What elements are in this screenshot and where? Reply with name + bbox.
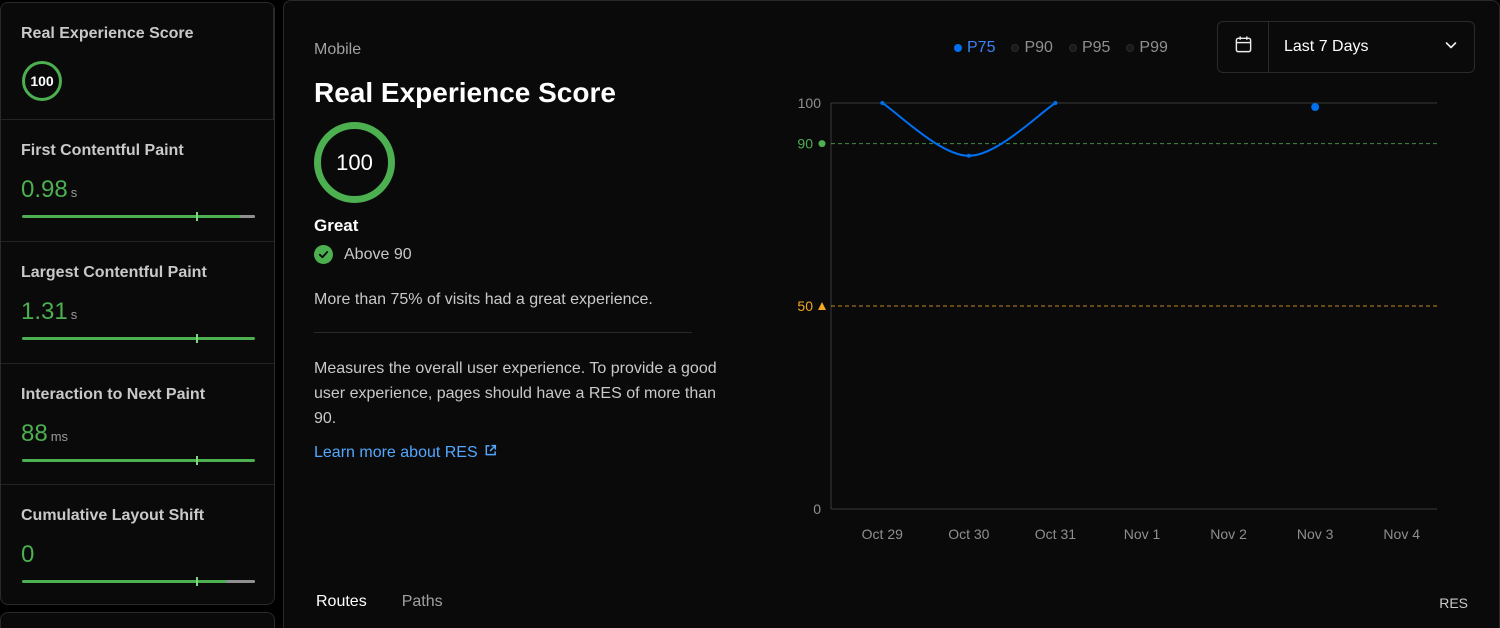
metric-value: 1.31 s bbox=[21, 298, 78, 325]
tab-paths[interactable]: Paths bbox=[401, 593, 443, 610]
date-range-select[interactable]: Last 7 Days bbox=[1269, 22, 1474, 72]
metric-distribution-bar bbox=[22, 456, 255, 465]
metrics-sidebar: Real Experience Score 100 First Contentf… bbox=[0, 2, 275, 605]
threshold-marker bbox=[818, 140, 826, 148]
y-tick-label: 0 bbox=[813, 501, 821, 517]
x-tick-label: Nov 4 bbox=[1383, 526, 1420, 542]
legend-dot bbox=[1068, 44, 1077, 52]
x-tick-label: Oct 29 bbox=[862, 526, 903, 542]
metric-card-inp[interactable]: Interaction to Next Paint 88 ms bbox=[1, 364, 274, 485]
metric-distribution-bar bbox=[22, 212, 255, 221]
x-tick-label: Nov 1 bbox=[1124, 526, 1161, 542]
metric-title: Largest Contentful Paint bbox=[21, 264, 207, 281]
date-range-picker: Last 7 Days bbox=[1217, 21, 1475, 73]
metric-title: Cumulative Layout Shift bbox=[21, 507, 205, 524]
description-text: Measures the overall user experience. To… bbox=[314, 360, 717, 427]
percentile-legend: P75 P90 P95 P99 bbox=[954, 39, 1184, 57]
threshold-label: 50 bbox=[797, 298, 813, 314]
res-line-chart: 100 0 90 50 Oct 29 Oct 30 Oct 31 Nov 1 Nov 2 Nov … bbox=[797, 95, 1437, 542]
legend-item-p90[interactable]: P90 bbox=[1011, 39, 1053, 57]
device-label: Mobile bbox=[314, 41, 362, 58]
x-tick-label: Nov 3 bbox=[1297, 526, 1334, 542]
legend-dot bbox=[954, 44, 962, 52]
legend-dot bbox=[1011, 44, 1020, 52]
external-link-icon bbox=[484, 444, 497, 462]
metric-value: 88 ms bbox=[21, 420, 69, 447]
sidebar-secondary-card bbox=[0, 612, 275, 628]
data-point bbox=[1311, 103, 1320, 112]
threshold-text: Above 90 bbox=[344, 245, 412, 263]
metric-title: Interaction to Next Paint bbox=[21, 386, 206, 403]
metric-value: 0 bbox=[21, 541, 35, 568]
date-range-value: Last 7 Days bbox=[1284, 38, 1369, 55]
data-point bbox=[966, 153, 971, 158]
metric-card-res[interactable]: Real Experience Score 100 bbox=[1, 3, 274, 120]
threshold-status: Above 90 bbox=[314, 245, 412, 264]
threshold-label: 90 bbox=[797, 136, 813, 152]
metric-marker bbox=[196, 577, 198, 586]
res-column-header: RES bbox=[1439, 595, 1468, 611]
metric-marker bbox=[196, 334, 198, 343]
threshold-marker bbox=[818, 302, 826, 310]
metric-card-lcp[interactable]: Largest Contentful Paint 1.31 s bbox=[1, 242, 274, 364]
rating-label: Great bbox=[314, 216, 359, 235]
score-ring: 100 bbox=[314, 122, 395, 203]
legend-item-p95[interactable]: P95 bbox=[1068, 39, 1110, 57]
metric-unit: ms bbox=[50, 429, 69, 444]
metric-detail-panel: Mobile Real Experience Score 100 Great A… bbox=[283, 0, 1500, 628]
learn-more-link[interactable]: Learn more about RES bbox=[314, 444, 497, 462]
divider bbox=[314, 332, 692, 333]
metric-unit: s bbox=[70, 307, 78, 322]
metric-marker bbox=[196, 212, 198, 221]
data-point bbox=[880, 101, 885, 105]
tab-routes[interactable]: Routes bbox=[316, 593, 367, 610]
score-value: 100 bbox=[30, 73, 54, 89]
calendar-button[interactable] bbox=[1218, 22, 1269, 72]
metric-value: 0.98 s bbox=[21, 176, 78, 203]
legend-dot bbox=[1126, 44, 1135, 52]
page-title: Real Experience Score bbox=[314, 77, 616, 108]
y-tick-label: 100 bbox=[798, 95, 822, 111]
metric-unit: s bbox=[70, 185, 78, 200]
metric-card-fcp[interactable]: First Contentful Paint 0.98 s bbox=[1, 120, 274, 242]
metric-title: First Contentful Paint bbox=[21, 142, 184, 159]
score-ring: 100 bbox=[22, 61, 62, 101]
check-circle-icon bbox=[314, 245, 333, 264]
score-value: 100 bbox=[336, 149, 373, 175]
table-tabs: Routes Paths bbox=[316, 593, 478, 611]
x-tick-label: Oct 31 bbox=[1035, 526, 1076, 542]
metric-marker bbox=[196, 456, 198, 465]
chevron-down-icon bbox=[1444, 38, 1458, 57]
metric-distribution-bar bbox=[22, 334, 255, 343]
legend-item-p75[interactable]: P75 bbox=[954, 39, 995, 57]
x-tick-label: Nov 2 bbox=[1210, 526, 1247, 542]
metric-title: Real Experience Score bbox=[21, 25, 194, 42]
summary-text: More than 75% of visits had a great expe… bbox=[314, 291, 653, 308]
x-tick-label: Oct 30 bbox=[948, 526, 989, 542]
calendar-icon bbox=[1234, 35, 1253, 59]
metric-distribution-bar bbox=[22, 577, 255, 586]
legend-item-p99[interactable]: P99 bbox=[1126, 39, 1168, 57]
metric-card-cls[interactable]: Cumulative Layout Shift 0 bbox=[1, 485, 274, 604]
series-line-p75 bbox=[881, 102, 1056, 157]
data-point bbox=[1053, 101, 1058, 105]
